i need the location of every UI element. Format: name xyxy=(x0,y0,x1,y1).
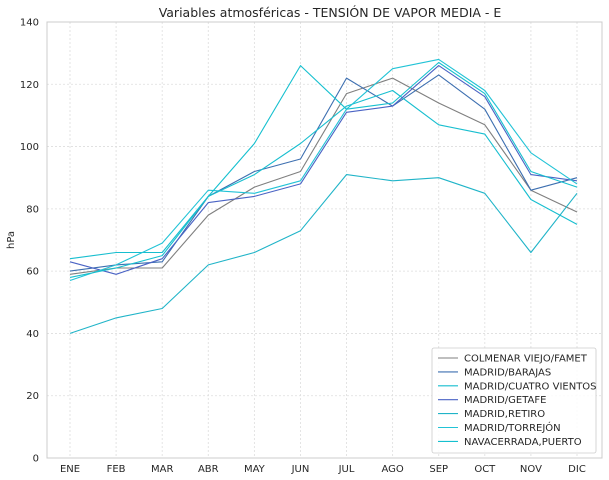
legend-label: NAVACERRADA,PUERTO xyxy=(464,437,582,448)
legend-label: MADRID/GETAFE xyxy=(464,395,546,406)
y-tick-label: 60 xyxy=(26,267,39,278)
grid xyxy=(47,21,602,459)
x-tick-label: OCT xyxy=(474,464,496,475)
series-line-2 xyxy=(69,74,578,272)
series-line-3 xyxy=(69,89,578,260)
x-tick-label: ENE xyxy=(60,464,80,475)
legend-label: MADRID,RETIRO xyxy=(464,409,545,420)
legend-box xyxy=(431,347,597,454)
legend-label: MADRID/BARAJAS xyxy=(464,367,551,378)
y-tick-label: 80 xyxy=(26,204,39,215)
y-tick-label: 120 xyxy=(20,80,39,91)
series-line-4 xyxy=(69,65,578,275)
y-axis-label: hPa xyxy=(6,231,17,249)
x-tick-label: DIC xyxy=(568,464,586,475)
series-line-5 xyxy=(69,174,578,334)
x-tick-label: AGO xyxy=(381,464,403,475)
series-line-1 xyxy=(69,77,578,275)
x-tick-label: SEP xyxy=(429,464,448,475)
legend-label: MADRID/TORREJÓN xyxy=(464,421,561,434)
series-lines xyxy=(69,58,578,334)
x-tick-label: JUL xyxy=(338,464,355,475)
y-tick-label: 100 xyxy=(20,142,39,153)
x-tick-label: NOV xyxy=(520,464,542,475)
legend-label: MADRID/CUATRO VIENTOS xyxy=(464,381,597,392)
plot-frame xyxy=(46,21,603,459)
y-tick-label: 0 xyxy=(33,454,39,465)
series-line-6 xyxy=(69,58,578,282)
series-line-7 xyxy=(69,61,578,278)
x-tick-label: JUN xyxy=(291,464,310,475)
legend-label: COLMENAR VIEJO/FAMET xyxy=(464,354,588,365)
x-tick-label: FEB xyxy=(107,464,126,475)
x-axis: ENE FEB MAR ABR MAY JUN JUL AGO SEP OCT NOV DIC xyxy=(60,464,586,475)
y-tick-label: 20 xyxy=(26,391,39,402)
chart-title: Variables atmosféricas - TENSIÓN DE VAPO… xyxy=(159,5,502,20)
x-tick-label: ABR xyxy=(198,464,219,475)
x-tick-label: MAR xyxy=(151,464,173,475)
legend: COLMENAR VIEJO/FAMET MADRID/BARAJAS MADRID… xyxy=(431,347,597,454)
x-tick-label: MAY xyxy=(244,464,266,475)
y-tick-label: 140 xyxy=(20,18,39,29)
y-axis: 0 20 40 60 80 100 120 140 xyxy=(20,18,39,465)
y-tick-label: 40 xyxy=(26,329,39,340)
